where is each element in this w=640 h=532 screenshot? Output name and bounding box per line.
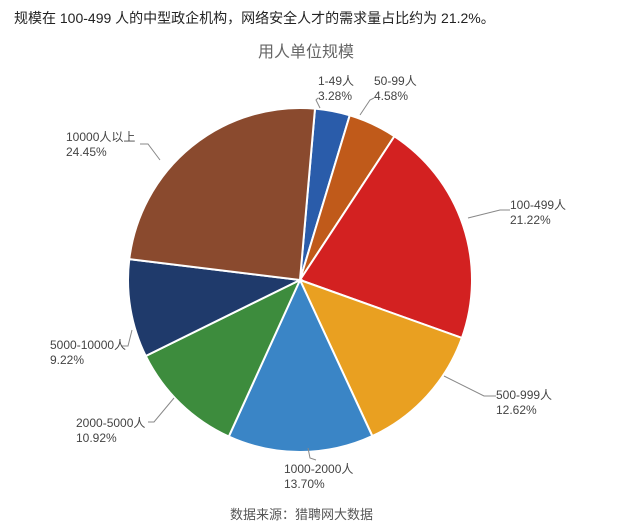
slice-label: 50-99人 4.58% xyxy=(374,74,417,104)
slice-label: 2000-5000人 10.92% xyxy=(76,416,145,446)
data-source: 数据来源：猎聘网大数据 xyxy=(230,504,373,523)
leader-line xyxy=(140,144,160,160)
pie-slice xyxy=(129,108,315,280)
leader-line xyxy=(148,398,174,422)
slice-label: 1-49人 3.28% xyxy=(318,74,354,104)
leader-line xyxy=(444,376,496,396)
slice-label: 100-499人 21.22% xyxy=(510,198,566,228)
leader-line xyxy=(360,98,374,115)
slice-label: 1000-2000人 13.70% xyxy=(284,462,353,492)
slice-label: 500-999人 12.62% xyxy=(496,388,552,418)
leader-line xyxy=(468,210,510,218)
slice-label: 10000人以上 24.45% xyxy=(66,130,135,160)
slice-label: 5000-10000人 9.22% xyxy=(50,338,126,368)
